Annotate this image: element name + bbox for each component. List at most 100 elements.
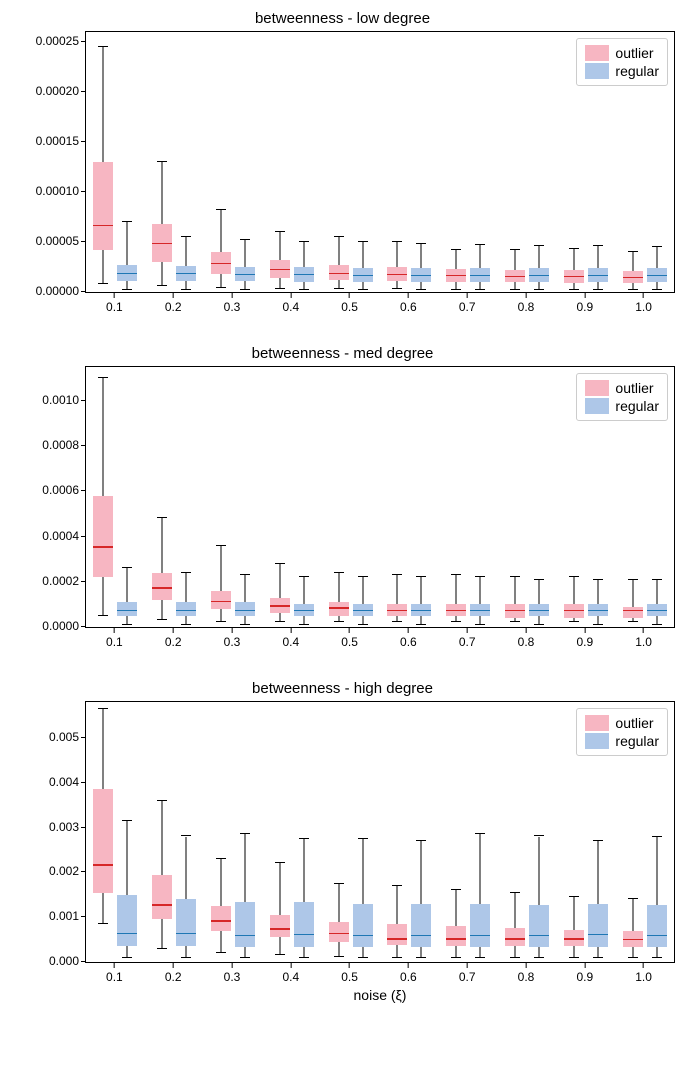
subplot: betweenness - med degree0.00000.00020.00… [10, 345, 675, 650]
median-line [152, 587, 172, 589]
whisker-cap [593, 579, 603, 580]
y-tick-mark [81, 961, 86, 962]
whisker-line [656, 580, 657, 625]
y-tick-label: 0.00000 [36, 284, 79, 298]
y-tick-mark [81, 737, 86, 738]
whisker-cap [593, 289, 603, 290]
y-tick-label: 0.0010 [42, 393, 79, 407]
y-tick-label: 0.0004 [42, 529, 79, 543]
whisker-cap [652, 836, 662, 837]
whisker-cap [240, 239, 250, 240]
legend-swatch [585, 715, 609, 731]
whisker-cap [157, 800, 167, 801]
y-tick-label: 0.002 [49, 864, 79, 878]
median-line [505, 276, 525, 278]
whisker-cap [628, 579, 638, 580]
x-tick-label: 0.1 [106, 635, 123, 649]
x-tick-label: 0.2 [165, 635, 182, 649]
whisker-cap [534, 624, 544, 625]
subplot: betweenness - low degree0.000000.000050.… [10, 10, 675, 315]
x-tick-label: 0.7 [459, 300, 476, 314]
box-body [93, 496, 113, 577]
median-line [446, 938, 466, 940]
whisker-cap [299, 576, 309, 577]
x-tick-label: 0.2 [165, 970, 182, 984]
x-tick-mark [467, 628, 468, 633]
whisker-cap [534, 289, 544, 290]
plot-area: outlierregular [85, 701, 675, 963]
box-body [93, 789, 113, 892]
y-tick-label: 0.003 [49, 820, 79, 834]
whisker-cap [628, 957, 638, 958]
whisker-cap [181, 957, 191, 958]
legend-swatch [585, 733, 609, 749]
y-tick-mark [81, 827, 86, 828]
x-tick: 0.2 [165, 293, 182, 314]
whisker-cap [475, 624, 485, 625]
x-tick: 0.6 [400, 963, 417, 984]
x-tick-mark [114, 293, 115, 298]
whisker-cap [122, 624, 132, 625]
x-tick: 0.9 [576, 628, 593, 649]
box-body [117, 895, 137, 947]
whisker-cap [392, 885, 402, 886]
y-tick-label: 0.0008 [42, 438, 79, 452]
median-line [529, 275, 549, 277]
median-line [564, 610, 584, 612]
median-line [588, 275, 608, 277]
median-line [176, 273, 196, 275]
y-tick-mark [81, 871, 86, 872]
legend-row: outlier [585, 45, 659, 61]
x-axis: 0.10.20.30.40.50.60.70.80.91.0 [85, 628, 673, 650]
whisker-cap [652, 246, 662, 247]
x-tick-label: 0.8 [518, 970, 535, 984]
whisker-cap [358, 289, 368, 290]
whisker-line [303, 242, 304, 290]
legend-row: regular [585, 63, 659, 79]
whisker-cap [216, 287, 226, 288]
x-tick: 0.4 [282, 628, 299, 649]
plot-row: 0.0000.0010.0020.0030.0040.005outlierreg… [10, 701, 675, 963]
x-tick-mark [349, 293, 350, 298]
whisker-cap [358, 957, 368, 958]
x-tick: 0.3 [224, 963, 241, 984]
x-tick-mark [408, 628, 409, 633]
x-tick-mark [584, 293, 585, 298]
whisker-line [162, 518, 163, 620]
whisker-cap [334, 956, 344, 957]
whisker-cap [299, 241, 309, 242]
y-tick-mark [81, 445, 86, 446]
whisker-cap [593, 840, 603, 841]
legend-swatch [585, 398, 609, 414]
x-tick-label: 0.3 [224, 300, 241, 314]
median-line [353, 935, 373, 937]
x-tick-label: 0.9 [576, 300, 593, 314]
legend: outlier regular [576, 38, 668, 86]
box-body [505, 604, 525, 618]
whisker-cap [416, 957, 426, 958]
whisker-cap [593, 957, 603, 958]
median-line [411, 935, 431, 937]
x-tick-mark [643, 963, 644, 968]
legend-row: regular [585, 733, 659, 749]
y-tick-label: 0.00020 [36, 84, 79, 98]
median-line [387, 274, 407, 276]
whisker-line [597, 580, 598, 625]
median-line [329, 933, 349, 935]
x-tick-mark [408, 293, 409, 298]
x-tick: 0.6 [400, 628, 417, 649]
box-body [176, 899, 196, 946]
x-tick-mark [408, 963, 409, 968]
x-tick: 1.0 [635, 963, 652, 984]
median-line [353, 275, 373, 277]
median-line [623, 939, 643, 941]
whisker-cap [98, 615, 108, 616]
y-axis: 0.00000.00020.00040.00060.00080.0010 [10, 366, 85, 626]
median-line [588, 610, 608, 612]
x-tick-label: 0.1 [106, 300, 123, 314]
y-tick-mark [81, 490, 86, 491]
x-tick-label: 0.8 [518, 300, 535, 314]
y-tick-mark [81, 536, 86, 537]
whisker-line [539, 580, 540, 625]
whisker-line [397, 886, 398, 958]
